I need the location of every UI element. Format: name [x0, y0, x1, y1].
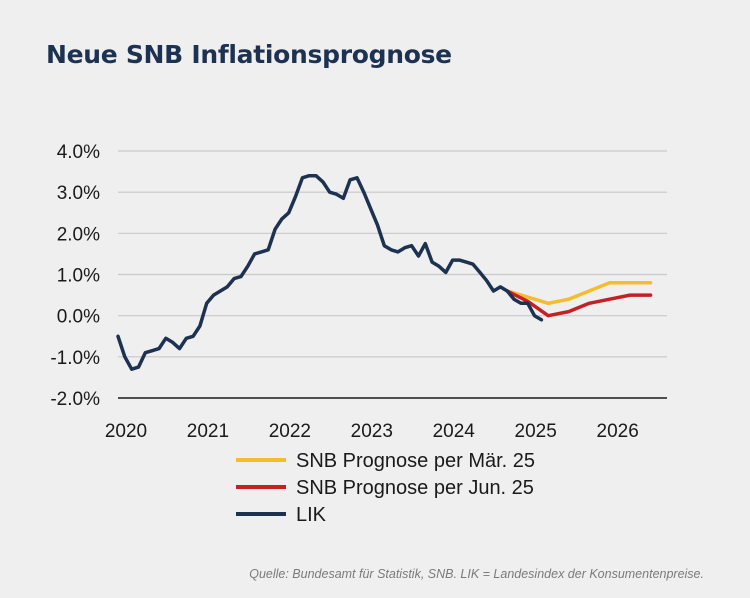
y-tick-label: 0.0%: [57, 307, 100, 328]
source-note: Quelle: Bundesamt für Statistik, SNB. LI…: [249, 567, 704, 581]
x-tick-label: 2021: [187, 421, 229, 442]
x-axis-ticks: 2020 2021 2022 2023 2024 2025 2026: [105, 421, 639, 442]
legend-label-1: SNB Prognose per Jun. 25: [296, 477, 534, 499]
legend-label-0: SNB Prognose per Mär. 25: [296, 450, 535, 472]
legend: SNB Prognose per Mär. 25 SNB Prognose per…: [236, 450, 535, 526]
y-tick-label: -1.0%: [50, 348, 100, 369]
y-tick-label: 2.0%: [57, 224, 100, 245]
x-tick-label: 2022: [269, 421, 311, 442]
y-tick-label: 1.0%: [57, 266, 100, 287]
y-axis-ticks: 4.0% 3.0% 2.0% 1.0% 0.0% -1.0% -2.0%: [50, 142, 100, 410]
y-tick-label: 3.0%: [57, 183, 100, 204]
x-tick-label: 2024: [433, 421, 476, 442]
series-lines: [116, 173, 653, 371]
y-tick-label: 4.0%: [57, 142, 100, 163]
series-line-0: [505, 280, 653, 306]
x-tick-label: 2025: [515, 421, 557, 442]
x-tick-label: 2020: [105, 421, 147, 442]
y-tick-label: -2.0%: [50, 389, 100, 410]
grid-lines: [118, 150, 667, 399]
series-line-1: [505, 289, 653, 318]
series-line-2: [116, 173, 544, 371]
legend-label-2: LIK: [296, 504, 327, 526]
x-tick-label: 2023: [351, 421, 393, 442]
x-tick-label: 2026: [597, 421, 639, 442]
chart-title: Neue SNB Inflationsprognose: [46, 40, 452, 69]
